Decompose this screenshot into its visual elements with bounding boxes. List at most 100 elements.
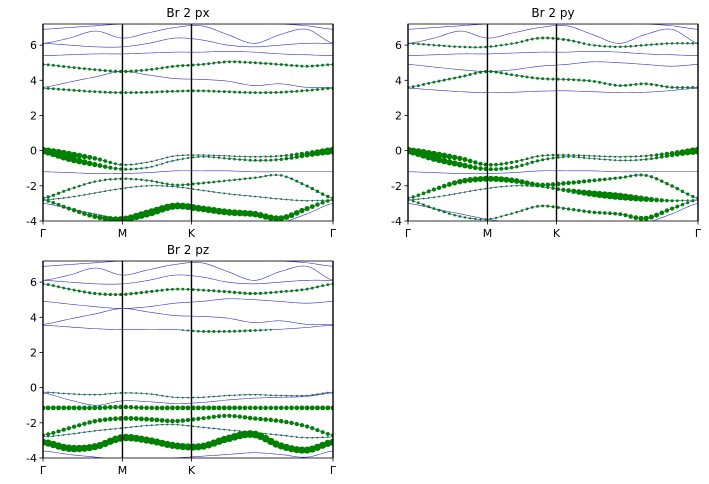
weight-point	[207, 395, 210, 398]
weight-point	[316, 64, 319, 68]
weight-point	[458, 45, 462, 49]
weight-point	[166, 156, 169, 159]
weight-point	[634, 44, 638, 48]
weight-point	[275, 433, 277, 436]
weight-point	[305, 89, 309, 92]
weight-point	[104, 393, 107, 396]
weight-point	[134, 69, 138, 73]
weight-point	[603, 81, 607, 85]
weight-point	[526, 184, 529, 187]
weight-point	[614, 159, 617, 162]
weight-point	[295, 179, 299, 183]
weight-point	[546, 204, 550, 208]
weight-point	[67, 188, 71, 191]
weight-point	[156, 393, 158, 396]
weight-point	[62, 197, 65, 199]
weight-point	[259, 196, 262, 198]
weight-point	[420, 149, 427, 156]
weight-point	[241, 209, 249, 217]
weight-point	[97, 157, 103, 162]
weight-point	[520, 158, 524, 162]
weight-point	[608, 177, 612, 181]
weight-point	[268, 417, 274, 423]
weight-point	[644, 158, 648, 161]
weight-point	[109, 428, 112, 431]
weight-point	[223, 428, 226, 431]
weight-point	[561, 77, 565, 81]
weight-point	[306, 199, 309, 202]
weight-point	[269, 158, 273, 162]
weight-point	[202, 154, 205, 156]
weight-point	[228, 157, 231, 160]
weight-point	[139, 68, 143, 72]
weight-point	[108, 90, 112, 94]
weight-point	[295, 288, 299, 292]
weight-point	[171, 89, 174, 93]
weight-point	[73, 195, 75, 198]
weight-point	[243, 158, 247, 162]
weight-point	[285, 175, 288, 179]
weight-point	[686, 199, 689, 202]
weight-point	[686, 42, 689, 45]
weight-point	[139, 91, 143, 94]
weight-point	[295, 199, 298, 202]
weight-point	[321, 392, 324, 395]
x-tick-label: M	[118, 464, 128, 477]
weight-point	[191, 329, 195, 333]
weight-point	[176, 64, 180, 68]
weight-point	[520, 184, 523, 187]
weight-point	[114, 91, 117, 94]
weight-point	[201, 405, 206, 411]
weight-point	[150, 90, 154, 94]
weight-point	[492, 175, 500, 183]
weight-point	[293, 210, 300, 216]
weight-point	[623, 213, 628, 218]
weight-point	[643, 215, 649, 221]
weight-point	[311, 394, 314, 396]
weight-point	[259, 158, 262, 162]
weight-point	[129, 69, 133, 73]
weight-point	[598, 155, 601, 158]
weight-point	[44, 147, 52, 155]
weight-point	[81, 159, 88, 166]
weight-point	[608, 83, 612, 86]
weight-point	[435, 156, 443, 164]
weight-point	[326, 199, 330, 203]
weight-point	[525, 157, 529, 161]
weight-point	[259, 155, 262, 158]
weight-point	[83, 67, 86, 71]
weight-point	[566, 180, 571, 186]
weight-point	[181, 154, 184, 157]
weight-point	[304, 405, 310, 411]
weight-point	[253, 329, 257, 332]
weight-point	[468, 73, 472, 77]
weight-point	[227, 290, 232, 294]
weight-point	[272, 215, 280, 221]
weight-point	[176, 287, 180, 291]
weight-point	[479, 218, 482, 221]
band-line	[408, 61, 698, 72]
weight-point	[608, 211, 612, 216]
weight-point	[202, 181, 205, 185]
weight-point	[437, 44, 441, 47]
weight-point	[222, 329, 226, 333]
weight-point	[290, 394, 293, 397]
weight-point	[196, 288, 200, 292]
weight-point	[186, 183, 190, 186]
weight-point	[233, 429, 236, 432]
weight-point	[285, 394, 288, 397]
weight-point	[540, 182, 546, 188]
weight-point	[144, 405, 149, 411]
weight-point	[319, 148, 326, 155]
weight-point	[87, 212, 93, 218]
weight-point	[238, 430, 241, 433]
weight-point	[119, 392, 122, 394]
y-tick-label: 0	[30, 382, 37, 395]
weight-point	[478, 161, 483, 166]
weight-point	[619, 155, 622, 158]
weight-point	[233, 90, 237, 94]
weight-point	[417, 198, 420, 201]
weight-point	[176, 154, 179, 157]
